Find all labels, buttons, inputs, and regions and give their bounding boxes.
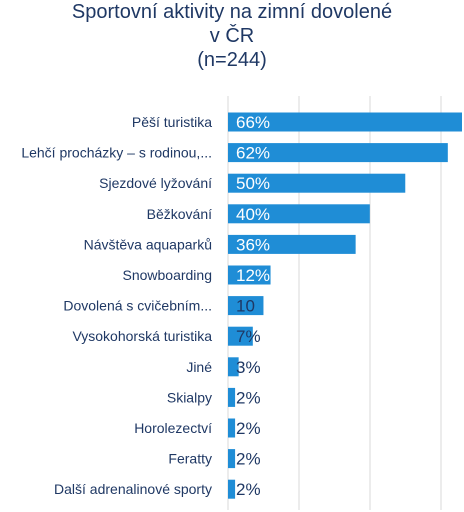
category-label-5: Snowboarding [122, 267, 212, 283]
chart-title-line-3: (n=244) [197, 49, 267, 71]
category-label-8: Jiné [186, 359, 212, 375]
category-label-6: Dovolená s cvičebním... [63, 298, 212, 314]
category-label-10: Horolezectví [134, 420, 212, 436]
data-label-2: 50% [236, 174, 270, 193]
chart-title: Sportovní aktivity na zimní dovolené v Č… [0, 0, 464, 72]
category-label-4: Návštěva aquaparků [84, 236, 212, 252]
data-label-4: 36% [236, 235, 270, 254]
data-label-12: 2% [236, 480, 261, 499]
bar-0 [228, 112, 462, 132]
bar-4 [228, 234, 356, 254]
category-label-0: Pěší turistika [132, 114, 212, 130]
bar-8 [228, 357, 239, 377]
bar-6 [228, 296, 264, 316]
category-labels: Pěší turistika Lehčí procházky – s rodino… [21, 114, 212, 497]
bar-11 [228, 449, 236, 469]
chart-title-line-2: v ČR [209, 25, 255, 47]
category-label-3: Běžkování [147, 206, 212, 222]
data-label-1: 62% [236, 144, 270, 163]
category-label-9: Skialpy [167, 389, 212, 405]
bar-2 [228, 173, 406, 193]
category-label-7: Vysokohorská turistika [72, 328, 212, 344]
data-label-7: 7% [236, 327, 261, 346]
bar-3 [228, 204, 370, 224]
data-label-10: 2% [236, 419, 261, 438]
data-label-8: 3% [236, 358, 261, 377]
bar-1 [228, 143, 448, 163]
bars [228, 112, 462, 499]
category-label-1: Lehčí procházky – s rodinou,... [21, 145, 212, 161]
data-labels: 66% 62% 50% 40% 36% 12% 10 7% 3% 2% 2% 2% 2% [236, 113, 270, 499]
bar-9 [228, 387, 236, 407]
data-label-6: 10 [236, 297, 255, 316]
category-label-12: Další adrenalinové sporty [54, 481, 212, 497]
data-label-3: 40% [236, 205, 270, 224]
data-label-5: 12% [236, 266, 270, 285]
category-label-2: Sjezdové lyžování [99, 175, 212, 191]
data-label-9: 2% [236, 388, 261, 407]
bar-10 [228, 418, 236, 438]
bar-5 [228, 265, 271, 285]
data-label-0: 66% [236, 113, 270, 132]
data-label-11: 2% [236, 450, 261, 469]
bar-12 [228, 479, 236, 499]
bar-7 [228, 326, 253, 346]
category-label-11: Feratty [168, 451, 212, 467]
chart-title-line-1: Sportovní aktivity na zimní dovolené [71, 1, 393, 23]
